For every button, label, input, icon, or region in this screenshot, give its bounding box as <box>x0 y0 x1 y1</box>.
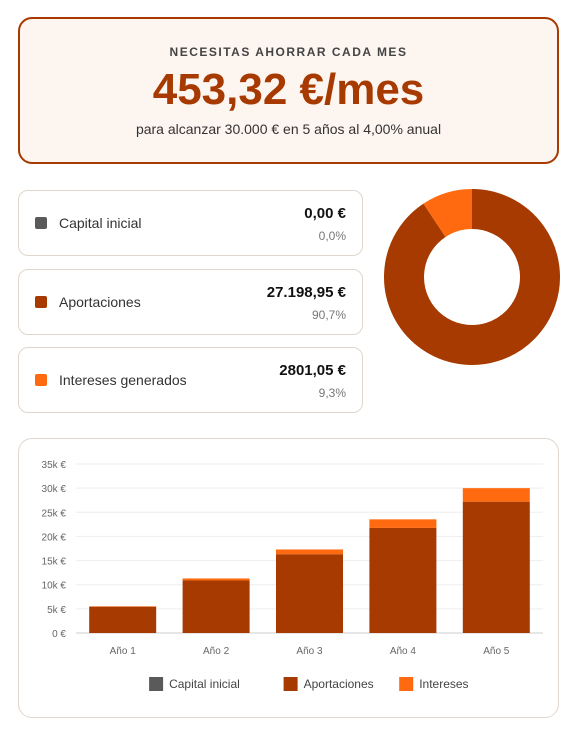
summary-card: Intereses generados 2801,05 € 9,3% <box>18 347 363 413</box>
donut-segment <box>423 189 473 238</box>
swatch <box>35 374 47 386</box>
swatch <box>35 217 47 229</box>
summary-card: Capital inicial 0,00 € 0,0% <box>18 190 363 256</box>
summary-card: Aportaciones 27.198,95 € 90,7% <box>18 269 363 335</box>
card-name: Aportaciones <box>59 294 141 310</box>
card-percent: 90,7% <box>311 308 346 322</box>
bar-panel <box>18 438 559 718</box>
donut-chart <box>384 189 560 365</box>
card-percent: 9,3% <box>318 386 346 400</box>
result-amount: 453,32 €/mes <box>152 65 425 114</box>
card-name: Capital inicial <box>59 215 142 231</box>
result-label: NECESITAS AHORRAR CADA MES <box>169 45 408 59</box>
card-amount: 27.198,95 € <box>266 284 346 301</box>
card-percent: 0,0% <box>318 229 346 243</box>
card-amount: 0,00 € <box>304 205 346 222</box>
card-amount: 2801,05 € <box>279 362 346 379</box>
swatch <box>35 296 47 308</box>
card-name: Intereses generados <box>59 372 187 388</box>
result-subtitle: para alcanzar 30.000 € en 5 años al 4,00… <box>135 121 442 137</box>
donut-segment <box>384 189 560 365</box>
result-box: NECESITAS AHORRAR CADA MES 453,32 €/mes … <box>18 17 559 164</box>
